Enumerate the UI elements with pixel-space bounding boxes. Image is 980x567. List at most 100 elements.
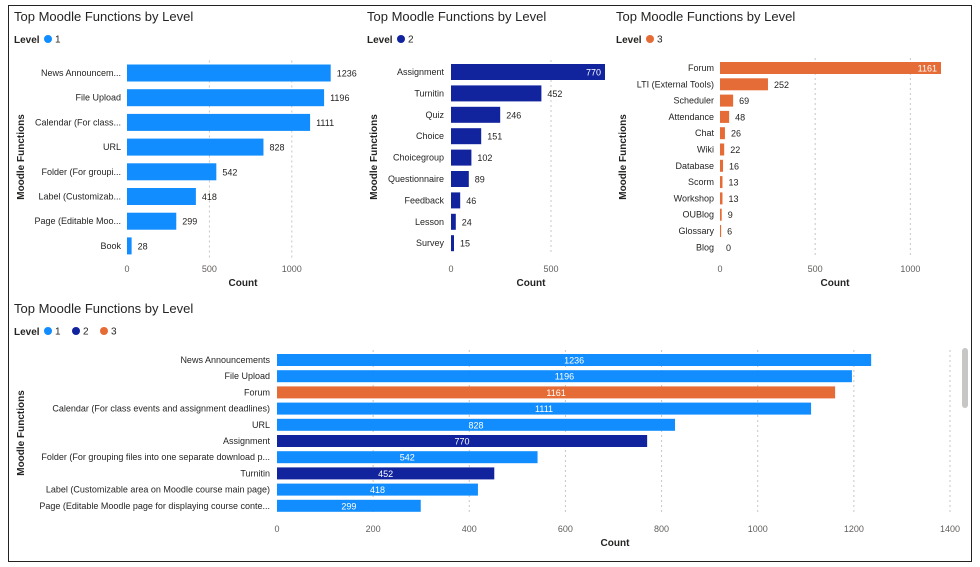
chart-level-1: Top Moodle Functions by Level Level Coun… (14, 9, 357, 289)
category-label: Survey (416, 238, 445, 248)
x-tick-label: 1000 (282, 264, 302, 274)
bar (277, 435, 648, 447)
category-label: Choice (416, 131, 444, 141)
bar (451, 106, 501, 123)
data-label: 418 (370, 485, 385, 495)
category-label: Feedback (404, 195, 444, 205)
bar (127, 113, 311, 131)
y-axis-title: Moodle Functions (618, 114, 629, 200)
chart-level-2: Top Moodle Functions by Level Level Coun… (367, 9, 605, 289)
data-label: 46 (466, 196, 476, 206)
data-label: 0 (726, 243, 731, 253)
x-tick-label: 200 (366, 524, 381, 534)
bar (277, 467, 495, 480)
legend-item-label: 2 (408, 35, 414, 46)
data-label: 26 (731, 129, 741, 139)
legend-item-label: 3 (657, 35, 663, 46)
data-label: 24 (462, 217, 472, 227)
data-label: 299 (182, 217, 197, 227)
legend-title: Level (14, 35, 40, 46)
category-label: URL (103, 142, 121, 152)
data-label: 542 (222, 167, 237, 177)
legend-item-label: 1 (55, 327, 61, 338)
data-label: 252 (774, 80, 789, 90)
y-axis-title: Moodle Functions (369, 114, 380, 200)
bar (277, 354, 872, 366)
legend-marker (397, 35, 405, 43)
category-label: Turnitin (240, 468, 270, 478)
bar (451, 192, 461, 209)
category-label: Forum (688, 63, 714, 73)
x-tick-label: 0 (717, 264, 722, 274)
data-label: 452 (547, 89, 562, 99)
category-label: News Announcem... (41, 68, 121, 78)
legend-title: Level (367, 35, 393, 46)
bar (277, 370, 852, 383)
data-label: 102 (477, 153, 492, 163)
category-label: News Announcements (180, 355, 270, 365)
data-label: 770 (586, 68, 601, 78)
data-label: 69 (739, 96, 749, 106)
category-label: Folder (For groupi... (41, 167, 121, 177)
bar (451, 213, 456, 230)
bar (451, 235, 454, 252)
category-label: Attendance (668, 112, 714, 122)
data-label: 299 (341, 501, 356, 511)
data-label: 418 (202, 192, 217, 202)
bar (277, 402, 812, 415)
category-label: LTI (External Tools) (637, 79, 714, 89)
bar (451, 149, 472, 166)
legend-marker (44, 327, 52, 335)
bar (451, 128, 482, 145)
chart-title: Top Moodle Functions by Level (14, 9, 193, 24)
category-label: Assignment (397, 67, 445, 77)
chart-title: Top Moodle Functions by Level (14, 301, 193, 316)
bar (127, 138, 264, 156)
scrollbar-thumb[interactable] (962, 348, 968, 408)
y-axis-title: Moodle Functions (16, 114, 27, 200)
data-label: 16 (729, 161, 739, 171)
x-axis-title: Count (229, 278, 259, 289)
data-label: 1111 (535, 404, 553, 414)
legend-title: Level (616, 35, 642, 46)
legend-item-label: 1 (55, 35, 61, 46)
category-label: Label (Customizab... (38, 192, 121, 202)
x-axis-title: Count (601, 538, 631, 549)
data-label: 828 (269, 143, 284, 153)
category-label: Questionnaire (388, 174, 444, 184)
x-tick-label: 600 (558, 524, 573, 534)
data-label: 15 (460, 239, 470, 249)
chart-level-3: Top Moodle Functions by Level Level Coun… (616, 9, 941, 289)
data-label: 13 (728, 178, 738, 188)
x-tick-label: 1400 (940, 524, 960, 534)
category-label: Lesson (415, 217, 444, 227)
category-label: Calendar (For class events and assignmen… (52, 404, 270, 414)
x-tick-label: 1200 (844, 524, 864, 534)
x-tick-label: 0 (124, 264, 129, 274)
data-label: 1236 (564, 356, 584, 366)
data-label: 48 (735, 112, 745, 122)
data-label: 1196 (555, 372, 574, 382)
data-label: 1161 (546, 388, 565, 398)
bar (127, 237, 132, 255)
bar (720, 192, 723, 205)
legend-marker (44, 35, 52, 43)
chart-title: Top Moodle Functions by Level (616, 9, 795, 24)
bar (277, 499, 421, 512)
category-label: Workshop (674, 193, 714, 203)
category-label: Wiki (697, 145, 714, 155)
category-label: Scheduler (673, 96, 714, 106)
bar (127, 188, 196, 205)
y-axis-title: Moodle Functions (16, 390, 27, 476)
category-label: Database (675, 161, 714, 171)
category-label: Page (Editable Moodle page for displayin… (39, 501, 270, 511)
data-label: 246 (506, 110, 521, 120)
category-label: Choicegroup (393, 153, 444, 163)
x-axis-title: Count (517, 278, 547, 289)
data-label: 452 (378, 469, 393, 479)
bar (451, 85, 542, 102)
category-label: Folder (For grouping files into one sepa… (41, 452, 270, 462)
x-axis-title: Count (821, 278, 851, 289)
category-label: Blog (696, 242, 714, 252)
